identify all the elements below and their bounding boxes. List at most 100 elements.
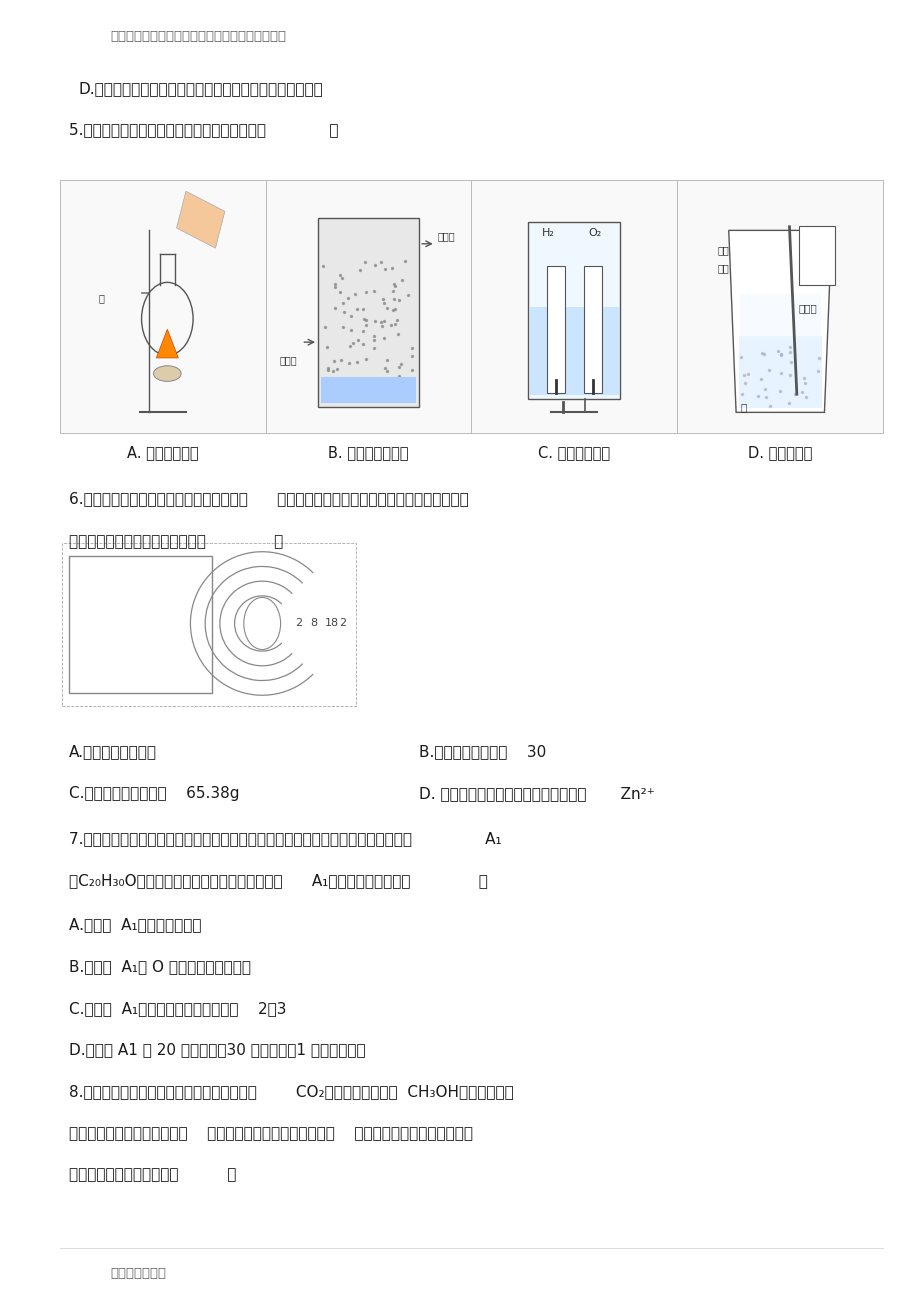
Text: A.维生素  A₁属于无机化合物: A.维生素 A₁属于无机化合物	[69, 917, 201, 933]
Point	[352, 259, 367, 280]
Text: 2: 2	[339, 619, 346, 628]
Polygon shape	[156, 330, 178, 358]
Point	[376, 310, 391, 331]
Text: 65.38: 65.38	[120, 663, 160, 678]
Point	[385, 300, 400, 321]
Text: 6.锌是促进人体生长发育的必须微量元素。      下图为锌元素在元素周期表中的相关信息及原子: 6.锌是促进人体生长发育的必须微量元素。 下图为锌元素在元素周期表中的相关信息及…	[69, 491, 469, 507]
Text: O₂: O₂	[587, 228, 601, 237]
Bar	[738, 336, 821, 408]
Point	[400, 284, 414, 305]
Point	[345, 332, 359, 353]
Ellipse shape	[153, 366, 181, 382]
Text: 8.最近，我国科学家成功合成新型卧化剂，将        CO₂高效转化为甲醇（  CH₃OH。这不仅可以: 8.最近，我国科学家成功合成新型卧化剂，将 CO₂高效转化为甲醇（ CH₃OH。…	[69, 1084, 513, 1100]
Text: 7.维生素可以起到调节新陈代谢、预防疾病、维持身体健康的重要作用。缺乏维生素               A₁: 7.维生素可以起到调节新陈代谢、预防疾病、维持身体健康的重要作用。缺乏维生素 A…	[69, 831, 501, 847]
Point	[391, 291, 406, 311]
Point	[367, 330, 381, 351]
Point	[380, 361, 394, 382]
Point	[376, 289, 391, 310]
Point	[393, 270, 408, 291]
Text: 2: 2	[295, 619, 302, 628]
Point	[341, 353, 356, 374]
Point	[334, 349, 348, 370]
Text: 出水口: 出水口	[437, 231, 455, 241]
Bar	[739, 294, 820, 340]
Point	[355, 298, 369, 319]
Text: D.维生素 A1 由 20 个碳原子、30 个氢原子、1 个氧原子构成: D.维生素 A1 由 20 个碳原子、30 个氢原子、1 个氧原子构成	[69, 1042, 365, 1058]
Text: 浓硫酸: 浓硫酸	[798, 304, 817, 313]
Text: 水: 水	[98, 293, 104, 304]
Point	[335, 317, 350, 337]
Point	[343, 306, 357, 327]
Point	[344, 319, 358, 340]
Point	[377, 293, 391, 314]
Text: 18: 18	[324, 619, 338, 628]
Point	[357, 309, 371, 330]
Point	[333, 265, 347, 285]
Point	[357, 251, 372, 272]
Point	[349, 298, 364, 319]
Point	[358, 349, 373, 370]
Point	[387, 367, 402, 388]
Text: 此文档仅供收集于网络，如有侵权请联系网站删除: 此文档仅供收集于网络，如有侵权请联系网站删除	[110, 30, 286, 43]
Point	[347, 284, 362, 305]
Text: C.锌的相对原子质量为    65.38g: C.锌的相对原子质量为 65.38g	[69, 786, 239, 801]
Bar	[62, 543, 356, 706]
Bar	[583, 266, 601, 392]
Point	[327, 276, 342, 297]
Text: 水: 水	[740, 401, 746, 412]
Text: 只供学习与交流: 只供学习与交流	[110, 1267, 166, 1280]
Point	[358, 310, 373, 331]
Point	[329, 358, 344, 379]
Point	[380, 297, 394, 318]
Text: 5.下列实验均与水有关，其相应描述正确的是（             ）: 5.下列实验均与水有关，其相应描述正确的是（ ）	[69, 122, 338, 137]
Point	[379, 351, 393, 371]
Bar	[529, 308, 618, 395]
Point	[366, 337, 380, 358]
Point	[403, 345, 418, 366]
Point	[376, 327, 391, 348]
Text: 搅拌: 搅拌	[717, 263, 729, 274]
Bar	[528, 223, 619, 399]
Text: 锌: 锌	[135, 618, 145, 636]
Point	[315, 255, 330, 276]
Point	[318, 317, 333, 337]
Point	[386, 288, 401, 309]
Point	[391, 366, 406, 387]
Point	[378, 358, 392, 379]
Point	[333, 281, 347, 302]
Point	[342, 336, 357, 357]
Text: B.维生素  A₁中 O 元素的质量分数最低: B.维生素 A₁中 O 元素的质量分数最低	[69, 959, 251, 975]
Point	[349, 352, 364, 373]
Point	[366, 280, 380, 301]
Point	[325, 361, 340, 382]
Point	[385, 281, 400, 302]
Point	[373, 251, 388, 272]
Point	[356, 321, 370, 341]
Point	[323, 367, 338, 388]
Polygon shape	[728, 231, 831, 412]
Text: C. 证明水的组成: C. 证明水的组成	[538, 446, 610, 461]
Point	[319, 337, 334, 358]
Circle shape	[244, 597, 280, 649]
Text: 8: 8	[310, 619, 317, 628]
Point	[335, 292, 350, 313]
Text: +30: +30	[250, 614, 274, 623]
Point	[336, 302, 351, 323]
Text: 结构示意图。下列说法正确的是（              ）: 结构示意图。下列说法正确的是（ ）	[69, 534, 283, 550]
Text: C.维生素  A₁中碳、氢元素的质量比为    2：3: C.维生素 A₁中碳、氢元素的质量比为 2：3	[69, 1001, 286, 1016]
Point	[404, 337, 419, 358]
Point	[384, 258, 399, 279]
Text: 不断: 不断	[717, 245, 729, 255]
Text: B. 净化后可得纯水: B. 净化后可得纯水	[328, 446, 408, 461]
Text: H₂: H₂	[541, 228, 554, 237]
Text: D. 锌原子在化学反应中易失去电子形成       Zn²⁺: D. 锌原子在化学反应中易失去电子形成 Zn²⁺	[418, 786, 653, 801]
Text: 30: 30	[80, 567, 97, 581]
Point	[387, 275, 402, 296]
Point	[387, 313, 402, 334]
Bar	[798, 227, 834, 285]
Text: （C₂₀H₃₀O），会引起夜盲症。下列关于维生素      A₁的说法中正确的是（              ）: （C₂₀H₃₀O），会引起夜盲症。下列关于维生素 A₁的说法中正确的是（ ）	[69, 873, 487, 889]
Point	[404, 360, 419, 380]
Point	[367, 311, 381, 332]
Point	[358, 281, 373, 302]
Point	[383, 314, 398, 335]
